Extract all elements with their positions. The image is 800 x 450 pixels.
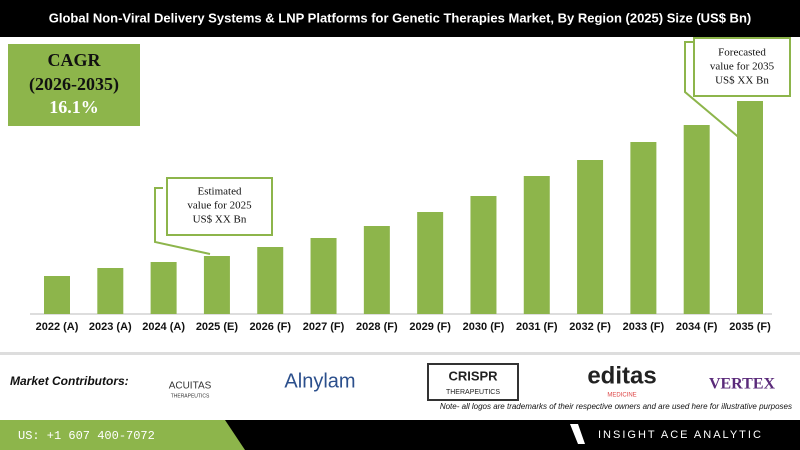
chart-title: Global Non-Viral Delivery Systems & LNP … <box>49 10 751 25</box>
bar <box>257 247 284 314</box>
bar <box>523 176 550 314</box>
logo-text: CRISPR <box>448 368 498 383</box>
logo-text: VERTEX <box>709 376 776 393</box>
logo-frame <box>427 363 519 401</box>
logo-text: ACUITAS <box>169 381 212 392</box>
x-tick-label: 2022 (A) <box>36 321 79 333</box>
annotation: US$ XX Bn <box>715 75 769 87</box>
logo-text: MEDICINE <box>607 393 636 399</box>
x-tick-label: 2033 (F) <box>623 321 665 333</box>
annotation: US$ XX Bn <box>193 214 247 226</box>
bar <box>683 125 710 314</box>
divider <box>0 352 800 355</box>
bar <box>363 226 390 314</box>
annotation: Estimated <box>198 186 242 198</box>
x-tick-label: 2024 (A) <box>142 321 185 333</box>
x-tick-label: 2034 (F) <box>676 321 718 333</box>
logo-text: THERAPEUTICS <box>446 389 500 396</box>
bar <box>577 160 604 314</box>
bar <box>470 196 497 314</box>
annotation: value for 2035 <box>710 61 775 73</box>
footer-phone-bg <box>0 420 245 450</box>
logo-text: Alnylam <box>284 370 355 392</box>
bar <box>310 238 337 314</box>
brand: INSIGHT ACE ANALYTIC <box>598 429 763 441</box>
bar <box>417 212 444 314</box>
x-tick-label: 2026 (F) <box>249 321 291 333</box>
x-tick-label: 2035 (F) <box>729 321 771 333</box>
bar <box>630 142 657 314</box>
annotation: value for 2025 <box>187 200 252 212</box>
callout-box <box>693 37 791 97</box>
bar <box>150 262 177 314</box>
x-tick-label: 2031 (F) <box>516 321 558 333</box>
header-bar <box>0 0 800 37</box>
cagr-period: (2026-2035) <box>29 74 119 95</box>
x-tick-label: 2032 (F) <box>569 321 611 333</box>
x-tick-label: 2027 (F) <box>303 321 345 333</box>
cagr-box <box>8 44 140 126</box>
x-tick-label: 2029 (F) <box>409 321 451 333</box>
logo-text: THERAPEUTICS <box>171 393 210 399</box>
x-tick-label: 2028 (F) <box>356 321 398 333</box>
callout-connector <box>154 187 211 255</box>
bar <box>203 256 230 314</box>
bar <box>97 268 124 314</box>
note: Note- all logos are trademarks of their … <box>440 402 792 411</box>
x-tick-label: 2023 (A) <box>89 321 132 333</box>
cagr-label: CAGR <box>48 50 102 70</box>
brand-icon <box>570 424 585 444</box>
phone: US: +1 607 400-7072 <box>18 429 155 443</box>
x-tick-label: 2030 (F) <box>463 321 505 333</box>
logo-text: editas <box>587 362 656 389</box>
contributors-label: Market Contributors: <box>10 374 129 388</box>
bar <box>44 276 70 314</box>
callout-box <box>166 177 273 236</box>
x-tick-label: 2025 (E) <box>196 321 239 333</box>
bar <box>737 101 763 314</box>
callout-connector <box>684 41 743 141</box>
annotation: Forecasted <box>718 47 766 59</box>
cagr-value: 16.1% <box>49 97 99 117</box>
